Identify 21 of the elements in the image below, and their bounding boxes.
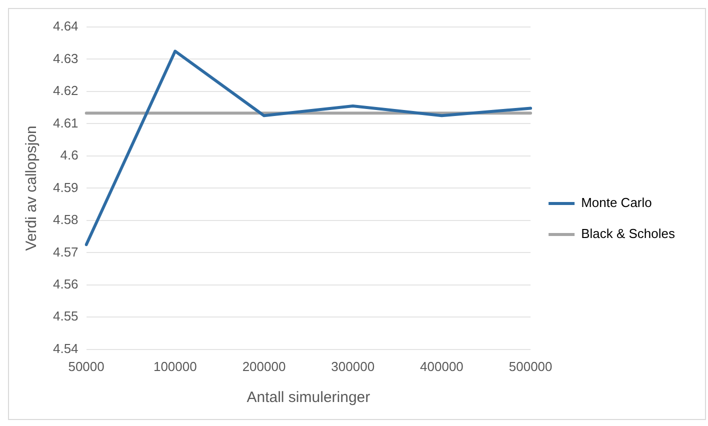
x-tick-label: 50000 <box>68 358 104 374</box>
y-tick-label: 4.59 <box>52 180 78 195</box>
legend-label: Monte Carlo <box>581 195 652 210</box>
x-tick-label: 500000 <box>508 358 552 374</box>
y-tick-label: 4.62 <box>52 83 78 98</box>
y-tick-label: 4.55 <box>52 308 78 324</box>
x-tick-label: 200000 <box>242 358 286 374</box>
y-tick-label: 4.58 <box>52 212 78 228</box>
legend-label: Black & Scholes <box>581 226 676 242</box>
y-tick-label: 4.61 <box>52 115 78 130</box>
y-tick-label: 4.63 <box>52 50 78 66</box>
y-tick-label: 4.6 <box>60 148 78 163</box>
x-tick-label: 300000 <box>331 358 375 374</box>
y-tick-label: 4.57 <box>52 244 78 260</box>
x-axis-title: Antall simuleringer <box>246 389 370 406</box>
y-tick-label: 4.56 <box>52 276 78 292</box>
y-tick-label: 4.54 <box>52 340 78 356</box>
x-tick-label: 400000 <box>420 358 464 374</box>
y-tick-label: 4.64 <box>52 18 78 34</box>
y-axis-title: Verdi av callopsjon <box>23 126 40 251</box>
x-tick-label: 100000 <box>153 358 197 374</box>
